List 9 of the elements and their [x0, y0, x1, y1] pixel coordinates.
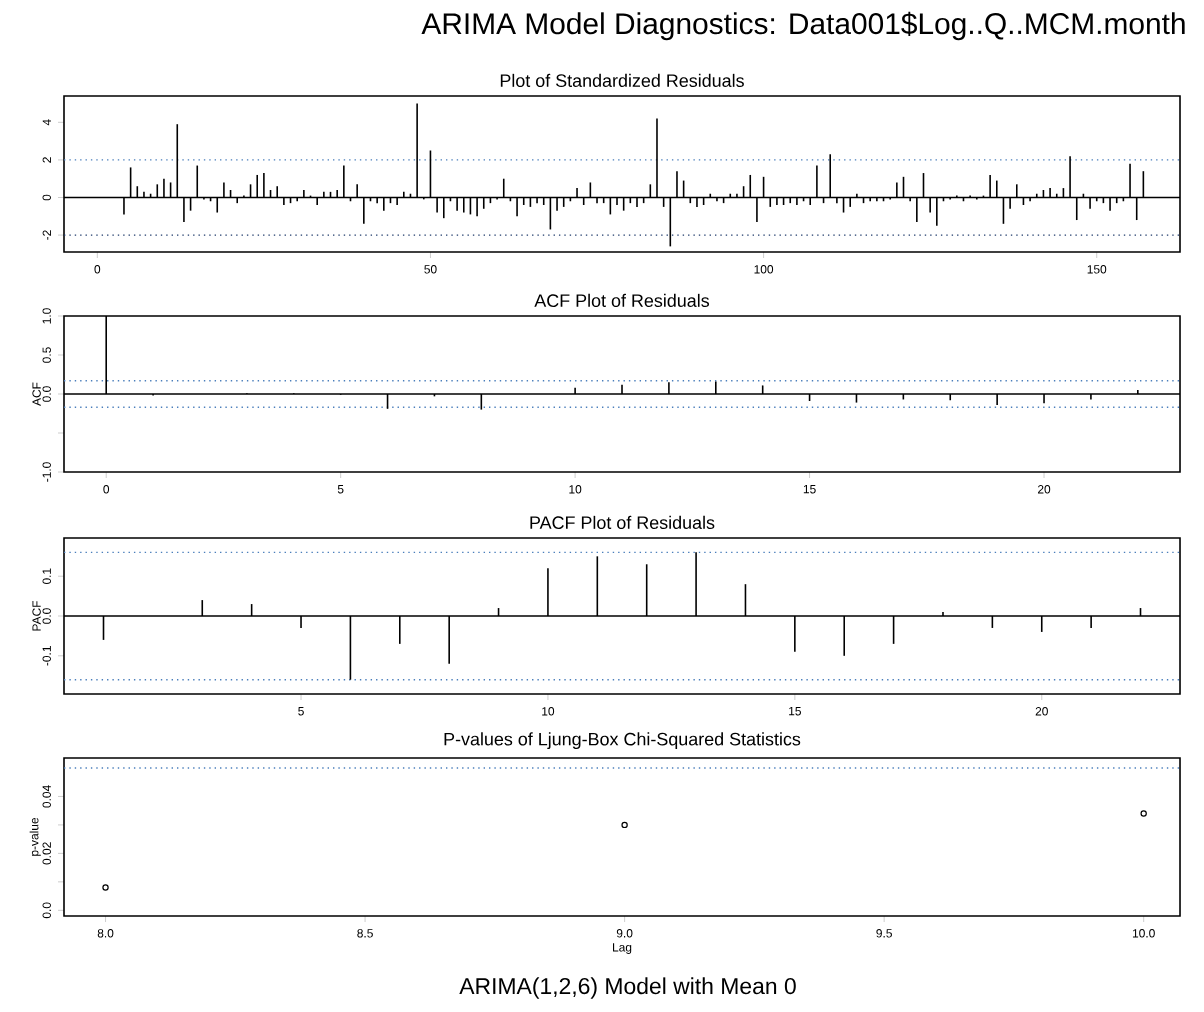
- point: [102, 884, 109, 891]
- point: [1140, 810, 1147, 817]
- chart-title: ACF Plot of Residuals: [534, 293, 710, 308]
- chart-subtitle: Plot of Standardized Residuals: [500, 73, 744, 88]
- chart-title: P-values of Ljung-Box Chi-Squared Statistics: [444, 732, 801, 749]
- point: [621, 821, 628, 829]
- chart-title: ARIMA Model Diagnostics: Data001$Log..Q..MCM.month: [421, 11, 1185, 41]
- chart-title: PACF Plot of Residuals: [530, 515, 715, 530]
- text: ARIMA(1,2,6) Model with Mean 0: [459, 977, 796, 999]
